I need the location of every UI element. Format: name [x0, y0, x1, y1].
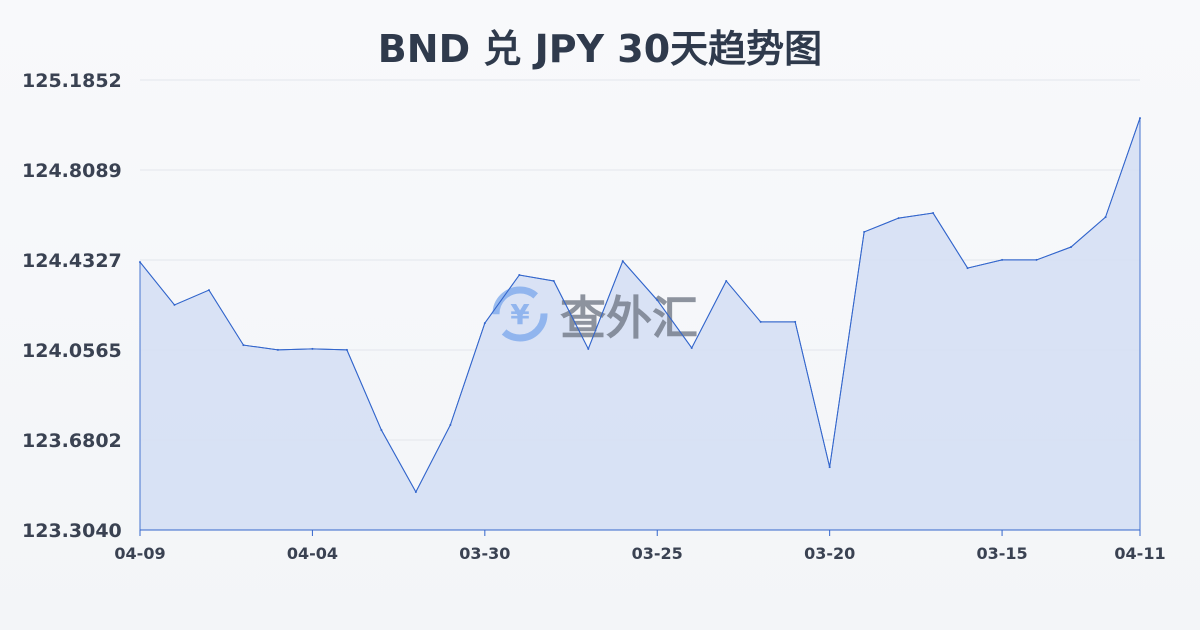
data-point [587, 347, 590, 350]
x-tick-label: 04-09 [114, 544, 165, 563]
data-point [759, 320, 762, 323]
data-point [863, 230, 866, 233]
data-point [380, 429, 383, 432]
watermark-logo: ¥ 查外汇 [492, 286, 698, 345]
x-tick-label: 04-04 [287, 544, 338, 563]
data-point [966, 267, 969, 270]
data-point [276, 348, 279, 351]
x-tick-label: 04-11 [1114, 544, 1165, 563]
x-tick-label: 03-25 [632, 544, 683, 563]
data-point [1001, 258, 1004, 261]
series-line [139, 117, 1141, 494]
data-point [345, 348, 348, 351]
data-point [1139, 117, 1141, 120]
data-point [207, 289, 210, 292]
data-point [897, 217, 900, 220]
y-tick-label: 124.8089 [22, 160, 122, 182]
data-point [794, 320, 797, 323]
data-point [1035, 258, 1038, 261]
y-tick-label: 124.0565 [22, 340, 122, 362]
data-point [483, 322, 486, 325]
data-point [690, 346, 693, 349]
data-point [173, 303, 176, 306]
data-point [552, 279, 555, 282]
svg-text:¥: ¥ [510, 298, 530, 331]
y-tick-label: 123.3040 [22, 520, 122, 542]
chart-title: BND 兑 JPY 30天趋势图 [377, 27, 823, 71]
y-tick-label: 123.6802 [22, 430, 122, 452]
data-point [656, 299, 659, 302]
x-tick-label: 03-30 [459, 544, 510, 563]
x-tick-label: 03-20 [804, 544, 855, 563]
data-point [242, 344, 245, 347]
watermark-text: 查外汇 [560, 291, 698, 345]
data-point [311, 347, 314, 350]
y-tick-label: 124.4327 [22, 250, 122, 272]
x-tick-label: 03-15 [976, 544, 1027, 563]
y-tick-label: 125.1852 [22, 70, 122, 92]
data-point [932, 212, 935, 215]
data-point [414, 490, 417, 493]
data-point [139, 261, 141, 264]
data-point [1070, 246, 1073, 249]
data-point [725, 279, 728, 282]
data-point [518, 274, 521, 277]
data-point [828, 466, 831, 469]
data-point [1104, 216, 1107, 219]
data-point [449, 423, 452, 426]
data-point [621, 260, 624, 263]
